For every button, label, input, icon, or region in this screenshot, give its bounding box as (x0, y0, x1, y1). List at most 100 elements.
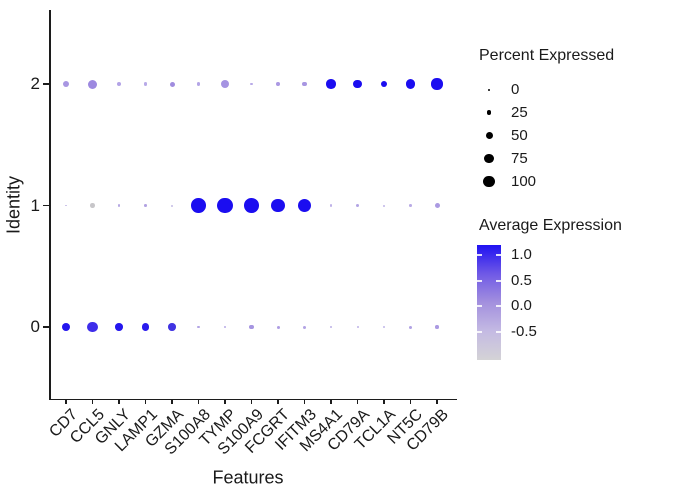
percent-legend-label: 0 (511, 81, 520, 98)
percent-legend-dot (484, 153, 494, 164)
y-tick-mark (43, 83, 49, 85)
expression-dot-CD7-id2 (62, 80, 70, 88)
x-tick-mark (171, 399, 173, 404)
expression-dot-TYMP-id1 (217, 197, 233, 214)
expression-dot-CCL5-id2 (88, 79, 97, 89)
expression-dot-GZMA-id0 (168, 323, 176, 331)
expression-dot-S100A9-id0 (249, 324, 254, 330)
x-tick-mark (409, 399, 412, 404)
expression-dot-CD79B-id2 (431, 78, 443, 90)
expression-dot-GZMA-id2 (169, 81, 175, 87)
y-axis-line (49, 10, 51, 399)
percent-legend-dot-cell (478, 132, 500, 139)
percent-legend-item: 50 (478, 124, 528, 147)
expression-dot-S100A8-id1 (191, 198, 206, 213)
average-expression-legend-title: Average Expression (479, 217, 622, 234)
colorbar-tick-right (496, 279, 501, 282)
x-tick-mark (303, 399, 306, 404)
percent-legend-dot (486, 110, 492, 115)
expression-dot-S100A8-id0 (197, 325, 200, 329)
percent-expressed-legend-title: Percent Expressed (479, 47, 615, 64)
x-tick-mark (118, 399, 120, 404)
expression-dot-TCL1A-id0 (383, 326, 385, 328)
x-tick-mark (65, 399, 67, 404)
expression-dot-NT5C-id1 (409, 204, 412, 207)
x-tick-mark (250, 399, 253, 404)
expression-dot-TYMP-id2 (220, 79, 230, 89)
percent-legend-item: 100 (478, 170, 536, 193)
expression-dot-FCGRT-id0 (276, 325, 280, 329)
expression-dot-CD79B-id1 (434, 203, 440, 208)
y-tick-label: 0 (30, 317, 40, 336)
percent-legend-dot-cell (478, 175, 500, 188)
colorbar-tick-label: -0.5 (511, 322, 537, 340)
percent-legend-item: 25 (478, 101, 528, 124)
expression-dot-MS4A1-id0 (330, 326, 332, 328)
expression-dot-CD7-id0 (62, 323, 70, 331)
expression-dot-CCL5-id0 (87, 321, 98, 333)
expression-dot-S100A9-id2 (250, 82, 253, 86)
expression-dot-CD79A-id1 (355, 203, 360, 208)
expression-dot-LAMP1-id2 (143, 82, 148, 86)
expression-dot-TCL1A-id1 (383, 204, 385, 207)
percent-legend-label: 25 (511, 104, 528, 121)
expression-dot-FCGRT-id1 (271, 198, 285, 213)
x-tick-mark (356, 399, 359, 404)
expression-dot-CCL5-id1 (90, 203, 95, 208)
expression-dot-MS4A1-id1 (329, 204, 333, 207)
expression-dot-CD7-id1 (65, 204, 67, 207)
y-tick-label: 1 (30, 195, 40, 215)
y-axis-title: Identity (3, 175, 24, 235)
x-tick-mark (277, 399, 279, 404)
x-tick-mark (436, 399, 438, 404)
expression-dot-GZMA-id1 (171, 204, 173, 207)
expression-dot-CD79B-id0 (435, 325, 439, 329)
percent-legend-dot (485, 132, 493, 139)
y-tick-mark (43, 204, 49, 207)
x-tick-mark (383, 399, 385, 404)
expression-dot-TCL1A-id2 (380, 80, 388, 88)
expression-dot-LAMP1-id0 (141, 323, 150, 331)
percent-legend-dot-cell (478, 88, 500, 91)
expression-dot-NT5C-id2 (405, 79, 416, 89)
colorbar-tick-left (477, 279, 482, 282)
expression-dot-IFITM3-id1 (298, 199, 311, 212)
y-tick-mark (43, 326, 49, 328)
expression-dot-IFITM3-id0 (303, 325, 306, 329)
colorbar-tick-left (477, 305, 482, 308)
x-axis-line (49, 398, 457, 400)
expression-dot-GNLY-id2 (116, 81, 122, 87)
expression-dot-IFITM3-id2 (302, 81, 307, 87)
expression-dot-S100A9-id1 (244, 198, 259, 213)
expression-dot-GNLY-id0 (115, 323, 123, 331)
percent-legend-item: 75 (478, 147, 528, 170)
x-axis-title: Features (212, 467, 284, 488)
expression-dot-FCGRT-id2 (276, 82, 280, 86)
expression-dot-S100A8-id2 (196, 82, 201, 86)
percent-legend-label: 100 (511, 173, 537, 190)
colorbar-tick-right (496, 305, 501, 308)
x-tick-mark (91, 399, 94, 404)
x-tick-mark (197, 399, 200, 404)
colorbar-tick-left (477, 330, 482, 333)
percent-legend-dot-cell (478, 153, 500, 164)
expression-dot-CD79A-id0 (356, 326, 359, 328)
x-tick-mark (224, 399, 226, 404)
percent-legend-dot (488, 88, 490, 91)
expression-dot-GNLY-id1 (117, 204, 121, 207)
expression-dot-LAMP1-id1 (144, 204, 147, 207)
x-tick-mark (144, 399, 147, 404)
percent-legend-dot (483, 175, 495, 188)
x-tick-mark (330, 399, 332, 404)
expression-dot-NT5C-id0 (409, 325, 412, 329)
y-tick-label: 2 (30, 74, 40, 93)
percent-legend-item: 0 (478, 78, 519, 101)
percent-legend-dot-cell (478, 110, 500, 115)
average-expression-colorbar (477, 245, 501, 360)
colorbar-tick-left (477, 254, 482, 257)
colorbar-tick-right (496, 330, 501, 333)
colorbar-tick-right (496, 254, 501, 257)
colorbar-tick-label: 1.0 (511, 246, 532, 264)
percent-legend-label: 50 (511, 127, 528, 144)
